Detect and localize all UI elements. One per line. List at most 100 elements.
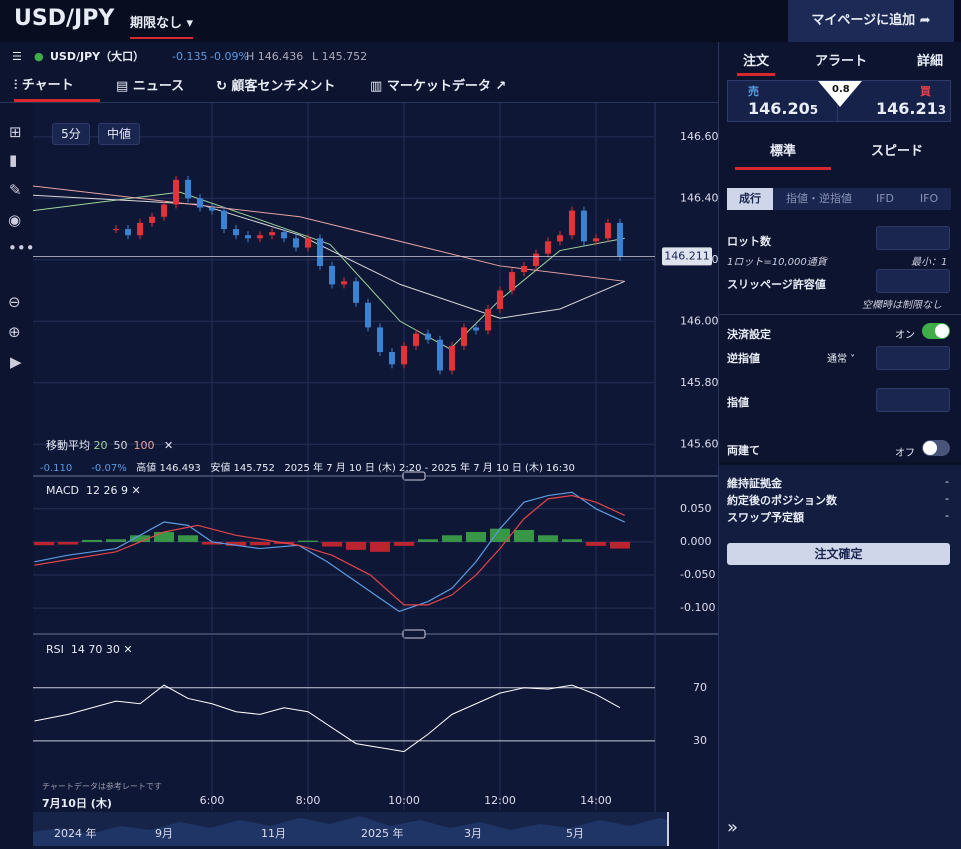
tab[interactable]: ▤ ニュース: [116, 79, 185, 94]
tool-icon[interactable]: ▮: [9, 151, 18, 169]
order-type[interactable]: 指値・逆指値: [786, 192, 852, 205]
candle: [125, 229, 132, 236]
interval: 5分: [61, 127, 81, 141]
tab[interactable]: ▥ マーケットデータ ↗: [370, 79, 507, 94]
candle: [137, 222, 144, 236]
candle: [592, 238, 599, 242]
price-type-button[interactable]: 中値: [98, 123, 140, 145]
histogram-bar: [393, 541, 414, 546]
interval-button[interactable]: 5分: [52, 123, 90, 145]
mode-tab[interactable]: スピード: [870, 144, 923, 159]
button-text: マイページに追加: [811, 13, 916, 28]
collapse-icon[interactable]: »: [727, 817, 739, 838]
candle: [341, 281, 347, 285]
y-tick-label: 146.600: [680, 130, 718, 143]
histogram-bar: [345, 541, 366, 550]
y-tick-label: -0.050: [680, 568, 715, 581]
order-tab[interactable]: アラート: [815, 54, 868, 69]
series-line: [32, 185, 625, 282]
y-tick-label: 146.000: [680, 314, 718, 327]
lot-input[interactable]: [876, 226, 950, 250]
summary-label: スワップ予定額: [727, 511, 804, 524]
candle: [544, 241, 551, 254]
tab[interactable]: ↻ 顧客センチメント: [216, 79, 336, 94]
candle: [400, 345, 407, 365]
tool-icon[interactable]: ✎: [9, 181, 22, 199]
mode-tab[interactable]: 標準: [735, 140, 831, 170]
rsi-label: RSI: [46, 643, 64, 656]
close-icon[interactable]: ✕: [131, 484, 141, 497]
summary: 維持証拠金 - 約定後のポジション数 - スワップ予定額 - 注文確定 »: [719, 462, 961, 849]
limit-input[interactable]: [876, 388, 950, 412]
macd-legend: MACD 12 26 9 ✕: [46, 484, 141, 497]
tab[interactable]: ⫶ チャート: [14, 72, 100, 102]
stop-input[interactable]: [876, 346, 950, 370]
info-range: 2025 年 7 月 10 日 (木) 2:20 - 2025 年 7 月 10…: [284, 463, 575, 474]
histogram-bar: [513, 529, 534, 542]
candle: [245, 235, 252, 239]
series-line: [34, 494, 626, 606]
sell-price-sub: 5: [809, 103, 819, 117]
y-tick-label: 146.400: [680, 191, 718, 204]
summary-label: 維持証拠金: [727, 477, 782, 490]
period-select[interactable]: 期限なし ▾: [130, 12, 194, 39]
rsi-params: 14 70 30: [70, 643, 120, 656]
candle: [221, 210, 228, 230]
candle: [185, 179, 192, 199]
order-type[interactable]: IFO: [919, 192, 939, 205]
tab-label: 顧客センチメント: [231, 79, 336, 94]
candle: [269, 232, 276, 236]
histogram-bar: [585, 541, 606, 546]
y-tick-label: 0.050: [680, 502, 712, 515]
confirm-text: 注文確定: [814, 547, 863, 561]
slippage-note: 空欄時は制限なし: [862, 300, 942, 311]
close-icon[interactable]: ✕: [164, 439, 174, 452]
add-mypage-button[interactable]: マイページに追加 ➦: [788, 0, 954, 42]
menu-icon[interactable]: ☰: [12, 50, 22, 63]
settle-toggle[interactable]: [922, 323, 950, 339]
last-price-tag: [662, 247, 712, 266]
order-type[interactable]: 成行: [727, 188, 773, 210]
resize-handle[interactable]: [402, 471, 426, 481]
hedge-label: 両建て: [727, 444, 760, 457]
candle: [233, 229, 240, 236]
histogram-bar: [322, 541, 343, 547]
stop-type[interactable]: 通常 ˅: [827, 354, 856, 365]
order-tab[interactable]: 詳細: [917, 54, 944, 69]
histogram-bar: [178, 535, 199, 542]
candle: [484, 308, 491, 331]
navigator-label: 5月: [566, 827, 584, 840]
summary-value: -: [945, 492, 949, 505]
tool-icon[interactable]: ⊞: [9, 123, 22, 141]
confirm-button[interactable]: 注文確定: [727, 543, 950, 565]
close-icon[interactable]: ✕: [123, 643, 133, 656]
hedge-toggle[interactable]: [922, 440, 950, 456]
buy-label: 買: [920, 85, 931, 98]
tool-icon[interactable]: ◉: [8, 211, 22, 229]
ma-legend: 移動平均 20 50 100 ✕: [46, 437, 173, 453]
tool-icon[interactable]: ▶: [10, 353, 22, 371]
tool-icon[interactable]: ⊕: [8, 323, 21, 341]
order-tab[interactable]: 注文: [737, 50, 776, 76]
histogram-bar: [202, 541, 223, 545]
hedge-state: オフ: [895, 448, 915, 459]
subbar: ☰ ● USD/JPY（大口） -0.135 -0.09% H 146.436 …: [0, 42, 718, 72]
resize-handle[interactable]: [402, 629, 426, 639]
buy-price-sub: 3: [937, 103, 947, 117]
candle: [604, 222, 611, 239]
tool-icon[interactable]: ⊖: [8, 293, 21, 311]
buy-button[interactable]: 買 146.213: [840, 81, 950, 121]
ma-label: 移動平均: [46, 439, 90, 452]
x-tick-label: 14:00: [580, 794, 612, 807]
status-dot: ●: [34, 50, 44, 63]
order-type[interactable]: IFD: [875, 192, 895, 205]
buy-price: 146.21: [876, 99, 938, 118]
summary-value: -: [945, 509, 949, 522]
y-tick-label: 145.800: [680, 376, 718, 389]
histogram-bar: [561, 539, 582, 542]
tool-icon[interactable]: •••: [8, 239, 35, 257]
tab-label: チャート: [21, 78, 74, 93]
slippage-input[interactable]: [876, 269, 950, 293]
candle: [556, 235, 563, 242]
info-line: -0.110 -0.07% 高値 146.493 安値 145.752 2025…: [40, 459, 575, 474]
